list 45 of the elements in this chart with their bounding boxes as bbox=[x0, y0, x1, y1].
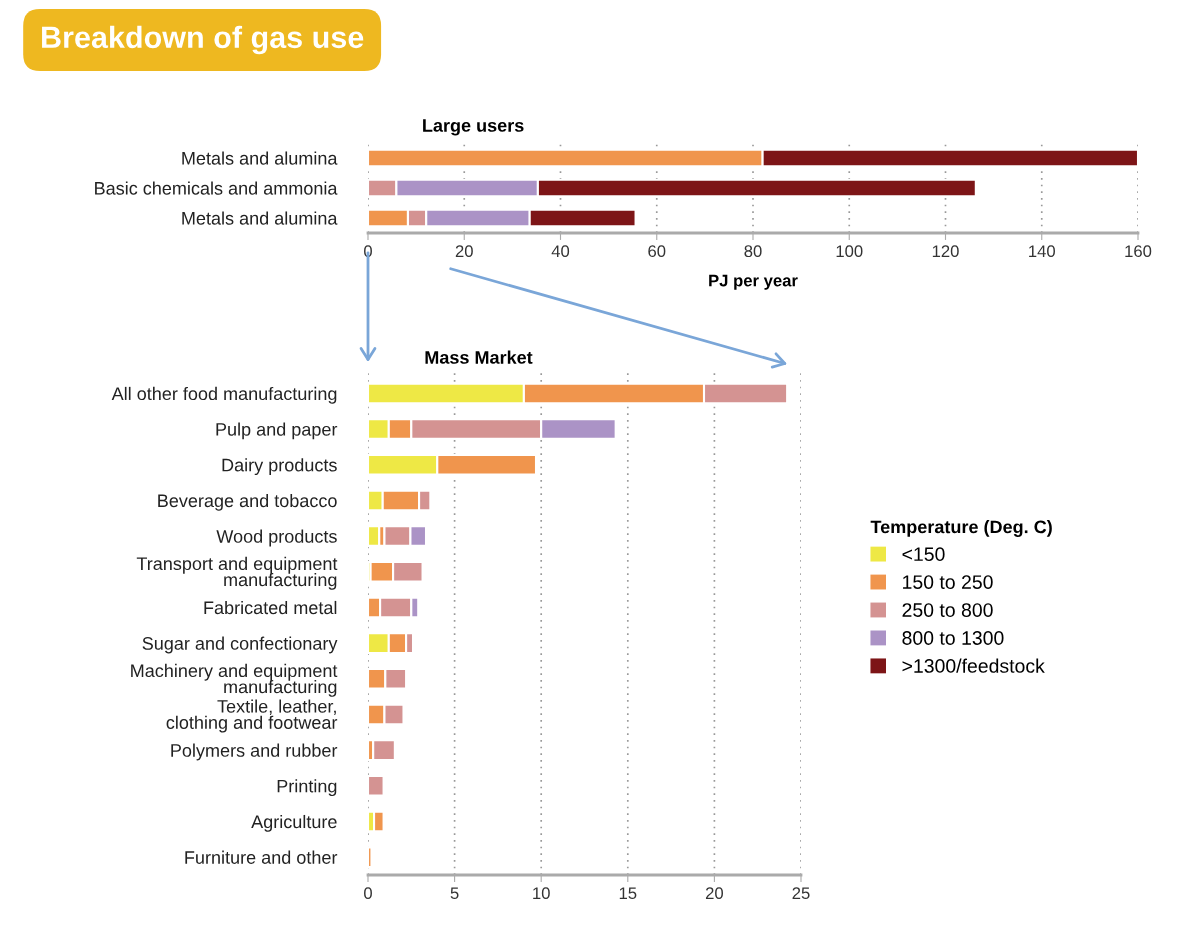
y-tick-label: Transport and equipment manufacturing bbox=[136, 556, 338, 590]
y-tick-label: Polymers and rubber bbox=[171, 743, 338, 761]
x-tick-label: 5 bbox=[450, 887, 459, 900]
x-tick-label: 20 bbox=[455, 245, 473, 258]
bar bbox=[368, 774, 385, 797]
bar bbox=[368, 846, 373, 869]
legend-label: <150 bbox=[902, 547, 945, 562]
legend-title: Temperature (Deg. C) bbox=[870, 520, 1052, 537]
x-tick-label: 0 bbox=[364, 887, 372, 900]
y-tick-label: Agriculture bbox=[251, 814, 337, 832]
x-tick-label: 120 bbox=[932, 245, 959, 258]
x-tick-label: 80 bbox=[744, 245, 762, 258]
x-tick-label: 160 bbox=[1125, 245, 1152, 258]
chart-title: Mass Market bbox=[425, 350, 533, 364]
chart-title: Breakdown of gas use bbox=[42, 25, 364, 55]
chart-subtitle: Large users bbox=[423, 119, 524, 136]
y-tick-label: Basic chemicals and ammonia bbox=[95, 181, 338, 195]
y-tick-label: Furniture and other bbox=[185, 850, 338, 864]
y-tick-label: Sugar and confectionary bbox=[142, 636, 338, 654]
legend-label: 150 to 250 bbox=[903, 575, 993, 589]
y-tick-label: Pulp and paper bbox=[216, 422, 338, 440]
y-tick-label: Beverage and tobacco bbox=[158, 493, 337, 511]
y-tick-label: Metals and alumina bbox=[182, 211, 338, 225]
y-tick-label: Fabricated metal bbox=[204, 600, 337, 615]
legend-label: 250 to 800 bbox=[902, 603, 993, 617]
legend-label: >1300/feedstock bbox=[902, 658, 1045, 673]
y-tick-label: Wood products bbox=[216, 529, 337, 547]
legend-label: 800 to 1300 bbox=[902, 631, 1004, 645]
x-tick-label: 140 bbox=[1029, 245, 1055, 258]
y-tick-label: Textile, leather, clothing and footwear bbox=[166, 699, 338, 733]
x-axis-title: PJ per year bbox=[709, 274, 798, 290]
x-tick-label: 25 bbox=[792, 887, 810, 900]
x-tick-label: 100 bbox=[836, 245, 863, 258]
x-tick-label: 15 bbox=[619, 887, 637, 900]
bar bbox=[372, 739, 396, 761]
y-tick-label: All other food manufacturing bbox=[111, 386, 337, 404]
x-tick-label: 60 bbox=[648, 245, 666, 258]
y-tick-label: Printing bbox=[277, 779, 337, 797]
y-tick-label: Metals and alumina bbox=[182, 151, 338, 165]
x-tick-label: 20 bbox=[705, 887, 724, 900]
x-tick-label: 10 bbox=[533, 887, 550, 900]
y-tick-label: Machinery and equipment manufacturing bbox=[131, 663, 338, 697]
x-tick-label: 0 bbox=[364, 245, 372, 258]
y-tick-label: Dairy products bbox=[222, 458, 337, 476]
x-tick-label: 40 bbox=[551, 245, 570, 258]
